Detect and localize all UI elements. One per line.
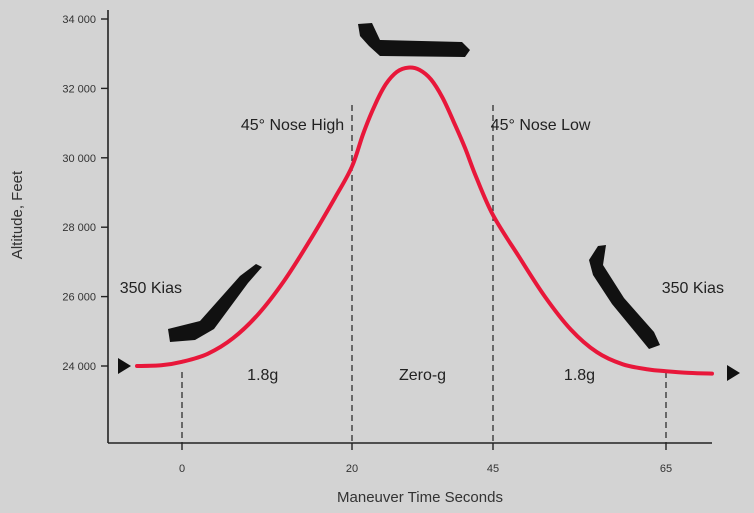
annotation-label: 1.8g [247, 367, 278, 384]
y-tick-label: 30 000 [62, 153, 96, 165]
exit-arrow-icon [727, 365, 740, 381]
x-ticks: 0 20 45 65 [179, 443, 672, 475]
annotation-label: 45° Nose High [241, 117, 344, 134]
altitude-series [135, 65, 714, 376]
annotation-label: Zero-g [399, 367, 446, 384]
dashed-phase-lines [181, 105, 667, 443]
annotation-label: 1.8g [564, 367, 595, 384]
x-tick-label: 45 [487, 463, 499, 475]
altitude-line [135, 65, 714, 376]
y-tick-label: 26 000 [62, 292, 96, 304]
aircraft-climb-icon [168, 264, 262, 342]
x-tick-label: 20 [346, 463, 358, 475]
y-axis-title: Altitude, Feet [9, 170, 26, 259]
aircraft-icons [168, 23, 660, 349]
annotations: 45° Nose High 45° Nose Low 350 Kias 350 Kia… [120, 117, 724, 384]
annotation-label: 350 Kias [120, 280, 182, 297]
x-tick-label: 65 [660, 463, 672, 475]
x-axis-title: Maneuver Time Seconds [337, 489, 503, 506]
y-tick-label: 32 000 [62, 83, 96, 95]
aircraft-top-icon [358, 23, 470, 57]
y-tick-label: 28 000 [62, 222, 96, 234]
annotation-label: 350 Kias [662, 280, 724, 297]
aircraft-descent-icon [589, 245, 660, 349]
entry-arrow-icon [118, 358, 131, 374]
annotation-label: 45° Nose Low [491, 117, 591, 134]
x-tick-label: 0 [179, 463, 185, 475]
y-ticks: 24 000 26 000 28 000 30 000 32 000 34 000 [62, 14, 108, 373]
y-tick-label: 24 000 [62, 361, 96, 373]
y-tick-label: 34 000 [62, 14, 96, 26]
